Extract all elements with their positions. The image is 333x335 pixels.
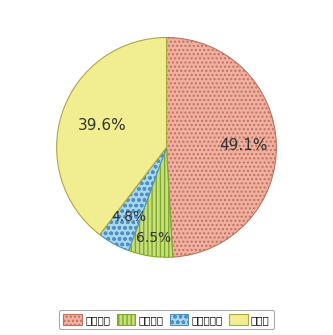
Text: 6.5%: 6.5% [136,230,170,245]
Wedge shape [129,147,173,257]
Legend: 米国企業, 欧州企業, アジア企業, その他: 米国企業, 欧州企業, アジア企業, その他 [59,310,274,329]
Text: 39.6%: 39.6% [78,118,126,133]
Text: 4.8%: 4.8% [111,210,146,224]
Text: 49.1%: 49.1% [219,138,268,153]
Wedge shape [166,38,276,257]
Wedge shape [100,147,166,251]
Wedge shape [57,38,166,234]
